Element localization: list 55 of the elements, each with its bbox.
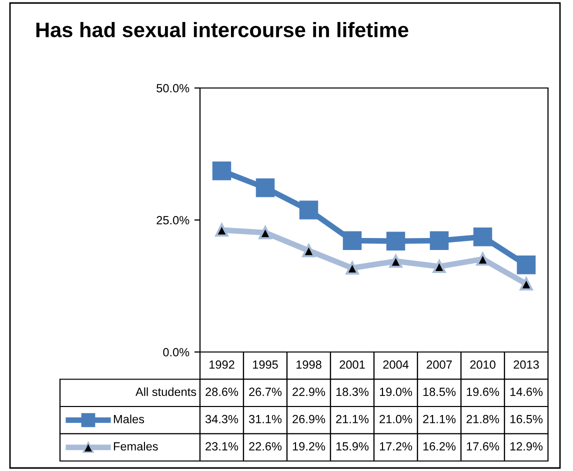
data-label: 16.2% [423, 442, 456, 451]
data-label: 19.2% [292, 442, 326, 451]
text: 28.6% [206, 388, 238, 396]
text: 19.0% [380, 388, 412, 396]
point [302, 244, 316, 258]
y-tick-label: 0.0% [163, 348, 190, 356]
point [212, 162, 232, 180]
data-label: 21.1% [336, 414, 369, 424]
data-label: 12.9% [510, 442, 543, 451]
point [520, 277, 533, 290]
x-tick-label: 1992 [210, 360, 234, 369]
text: 18.5% [423, 388, 456, 396]
y-tick-label: 25.0% [156, 216, 190, 224]
point [476, 252, 490, 266]
text: 26.7% [249, 388, 282, 396]
point [386, 232, 406, 250]
x-tick-label: 2007 [426, 360, 452, 369]
point [342, 231, 362, 250]
point [430, 231, 449, 250]
data-label: 21.1% [423, 414, 456, 424]
data-label: 23.1% [206, 442, 238, 451]
point [432, 260, 446, 274]
point [215, 223, 228, 237]
text: 22.9% [292, 388, 326, 396]
text: 14.6% [510, 388, 543, 396]
x-tick-label: 1998 [296, 360, 322, 369]
data-label: 21.8% [466, 414, 500, 424]
point [473, 228, 492, 246]
point [346, 261, 359, 275]
chart-title: Has had sexual intercourse in lifetime [36, 22, 408, 38]
data-label: 17.2% [380, 442, 412, 450]
text: All students [136, 387, 196, 396]
point [516, 256, 536, 274]
data-label: 16.5% [510, 414, 543, 424]
x-tick-label: 1995 [253, 360, 278, 369]
x-tick-label: 2013 [514, 360, 539, 369]
data-label: 15.9% [336, 442, 369, 451]
data-label: 26.9% [292, 414, 326, 424]
text: 19.6% [466, 388, 500, 396]
text: 18.3% [336, 388, 369, 396]
data-label: 34.3% [205, 414, 238, 424]
point [256, 178, 275, 198]
point [299, 200, 318, 220]
point [258, 226, 272, 240]
legend-label: Males [114, 414, 144, 424]
legend-label: Females [114, 442, 158, 451]
point [389, 254, 402, 268]
y-tick-label: 50.0% [156, 84, 190, 92]
data-label: 17.6% [466, 442, 500, 451]
data-label: 31.1% [248, 414, 282, 424]
x-tick-label: 2004 [383, 360, 409, 369]
data-label: 21.0% [380, 414, 412, 424]
x-tick-label: 2001 [340, 360, 365, 369]
x-tick-label: 2010 [470, 360, 496, 369]
data-label: 22.6% [249, 442, 282, 451]
